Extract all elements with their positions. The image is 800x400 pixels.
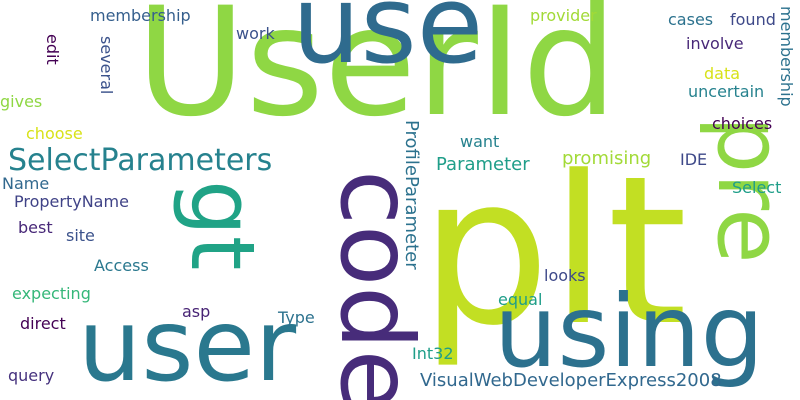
word-visualwebdeveloperexpress2008: VisualWebDeveloperExpress2008: [420, 370, 722, 391]
word-parameter: Parameter: [436, 154, 530, 175]
word-selectparameters: SelectParameters: [8, 143, 273, 178]
word-asp: asp: [182, 302, 211, 321]
word-membership-side: membership: [777, 6, 796, 107]
word-select: Select: [732, 178, 782, 197]
word-access: Access: [94, 256, 149, 275]
word-involve: involve: [686, 34, 744, 53]
word-choose: choose: [26, 124, 83, 143]
word-gives: gives: [0, 92, 43, 111]
word-looks: looks: [544, 266, 586, 285]
word-best: best: [18, 218, 53, 237]
word-plt: plt: [420, 133, 688, 371]
word-propertyname: PropertyName: [14, 192, 129, 211]
word-userid: UserId: [136, 0, 618, 150]
word-choices: choices: [712, 114, 773, 133]
word-user: user: [78, 287, 297, 400]
word-code: code: [318, 170, 435, 400]
word-int32: Int32: [412, 344, 454, 363]
word-edit: edit: [43, 34, 62, 65]
word-several: several: [97, 36, 116, 95]
word-data: data: [704, 64, 741, 83]
word-use: use: [292, 0, 484, 88]
word-cases: cases: [668, 10, 714, 29]
word-pre: pre: [697, 116, 800, 264]
word-query: query: [8, 366, 55, 385]
word-provider: provider: [530, 6, 597, 25]
word-expecting: expecting: [12, 284, 91, 303]
word-promising: promising: [562, 148, 652, 169]
word-work: work: [236, 24, 275, 43]
word-name: Name: [2, 174, 50, 193]
word-using: using: [494, 273, 765, 390]
word-equal: equal: [498, 290, 543, 309]
word-found: found: [730, 10, 776, 29]
word-direct: direct: [20, 314, 66, 333]
word-site: site: [66, 226, 95, 245]
word-uncertain: uncertain: [688, 82, 765, 101]
word-want: want: [460, 132, 500, 151]
word-ide: IDE: [680, 150, 708, 169]
word-membership-top: membership: [90, 6, 191, 25]
word-type: Type: [278, 308, 315, 327]
word-gt: gt: [171, 180, 274, 271]
word-profileparameter: ProfileParameter: [401, 120, 422, 270]
